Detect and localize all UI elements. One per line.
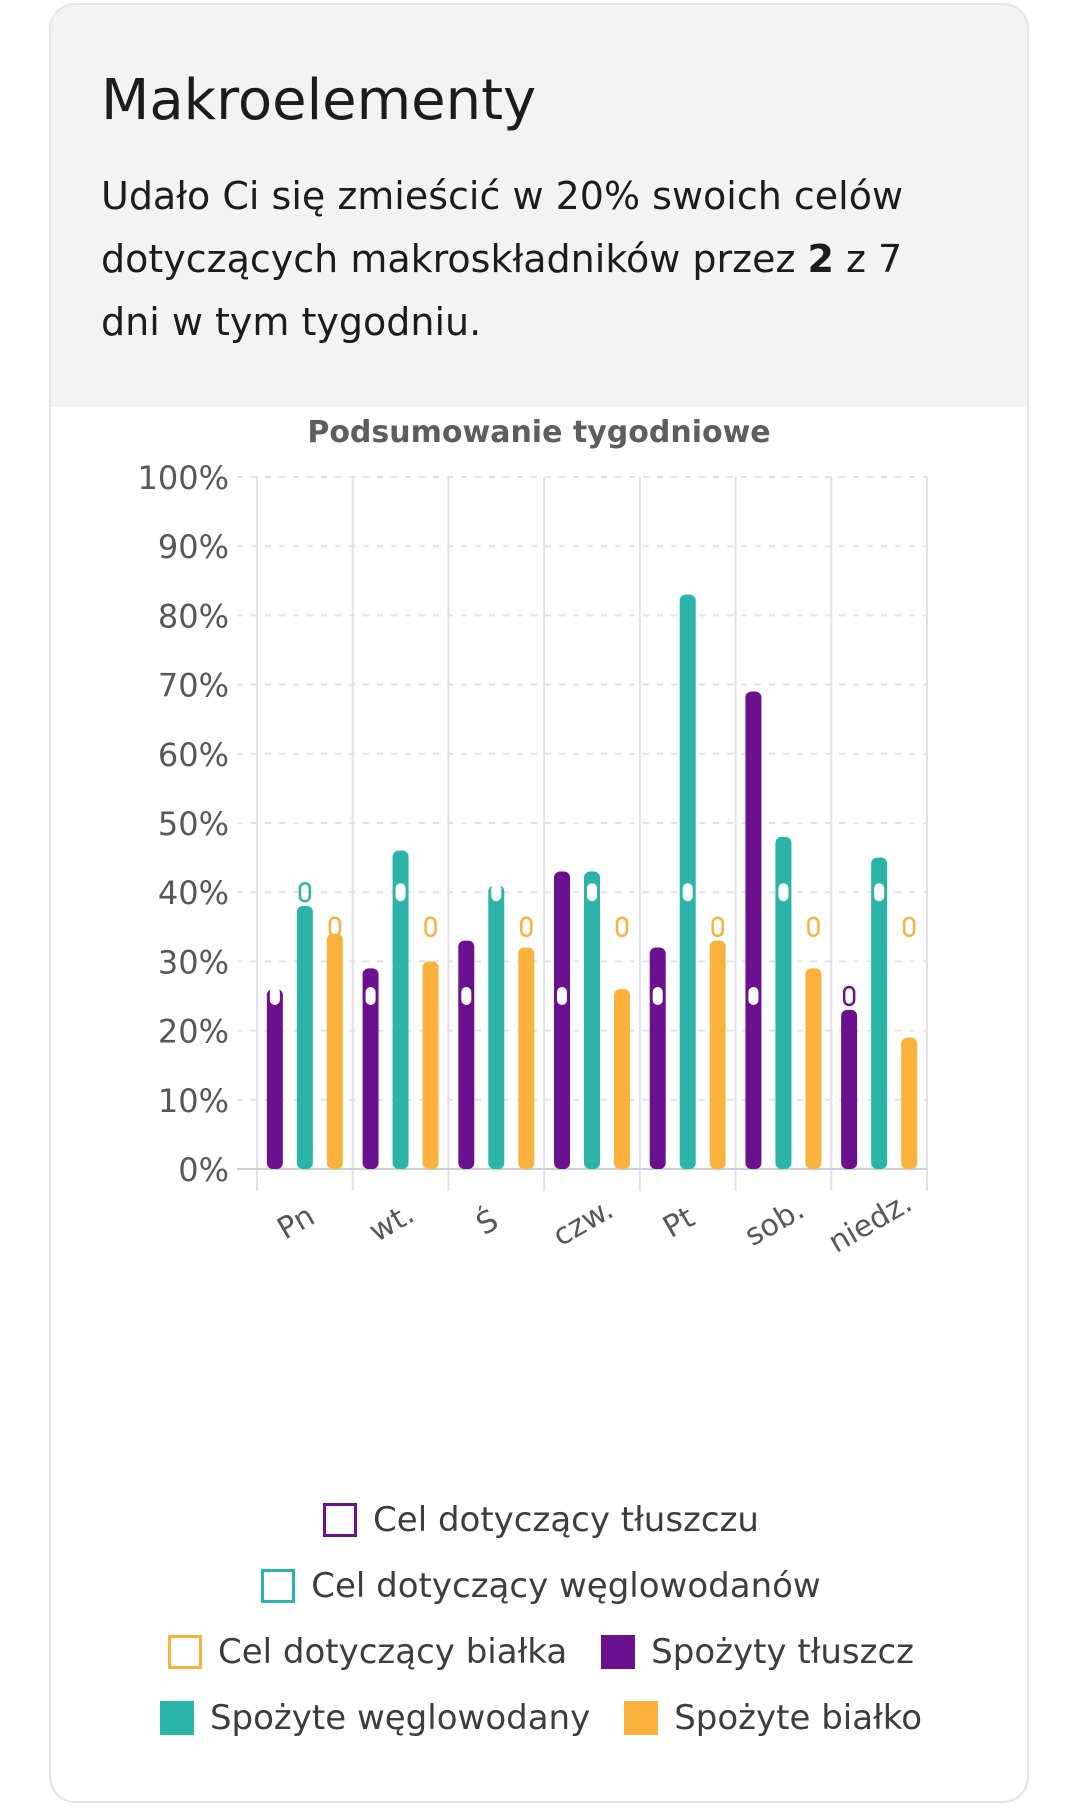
x-tick-label: Pn [272, 1198, 321, 1247]
y-tick-label: 20% [158, 1013, 229, 1051]
legend-label: Cel dotyczący białka [217, 1632, 568, 1672]
bar-protein-2 [518, 947, 535, 1169]
goal-marker-protein-6 [902, 916, 916, 938]
goal-marker-protein-0 [328, 916, 342, 938]
legend-row: Spożyte węglowodany Spożyte białko [51, 1685, 1027, 1751]
bar-fat-1 [362, 968, 379, 1169]
goal-marker-protein-5 [807, 916, 820, 938]
legend-row: Cel dotyczący tłuszczu [51, 1487, 1027, 1553]
bar-carbs-1 [392, 850, 409, 1169]
goal-marker-protein-4 [711, 916, 724, 938]
card-title: Makroelementy [101, 68, 537, 133]
legend-swatch [159, 1701, 194, 1735]
card-header: Makroelementy Udało Ci się zmieścić w 20… [51, 5, 1027, 407]
goal-marker-protein-1 [424, 916, 437, 938]
y-tick-label: 50% [158, 805, 229, 843]
legend-row: Cel dotyczący białka Spożyty tłuszcz [51, 1619, 1027, 1685]
legend-label: Cel dotyczący tłuszczu [373, 1500, 759, 1540]
legend-swatch [323, 1503, 358, 1537]
bar-fat-3 [554, 871, 570, 1169]
bar-carbs-2 [488, 885, 505, 1169]
goal-marker-fat-6 [842, 985, 856, 1007]
summary-text-start: Udało Ci się zmieścić w 20% swoich celów… [101, 174, 904, 281]
bar-fat-2 [458, 940, 475, 1169]
goal-marker-carbs-5 [778, 883, 789, 902]
legend-item-goal-carbs[interactable]: Cel dotyczący węglowodanów [261, 1566, 821, 1606]
legend-swatch [601, 1635, 636, 1669]
legend-label: Spożyty tłuszcz [651, 1632, 915, 1672]
x-tick-label: Ś [470, 1201, 505, 1243]
bar-protein-3 [614, 989, 630, 1169]
goal-marker-carbs-2 [491, 883, 502, 902]
legend-label: Spożyte węglowodany [209, 1698, 591, 1738]
goal-marker-fat-0 [269, 987, 280, 1005]
bar-carbs-6 [871, 857, 888, 1169]
legend-swatch [261, 1569, 296, 1603]
bar-fat-4 [649, 947, 666, 1169]
y-tick-label: 100% [138, 459, 229, 497]
goal-marker-fat-3 [557, 987, 567, 1005]
bar-protein-6 [901, 1037, 918, 1169]
legend-row: Cel dotyczący węglowodanów [51, 1553, 1027, 1619]
summary-text: Udało Ci się zmieścić w 20% swoich celów… [101, 165, 961, 354]
chart-title: Podsumowanie tygodniowe [307, 415, 770, 450]
summary-days-count: 2 [807, 237, 834, 281]
x-tick-label: wt. [363, 1196, 420, 1249]
bar-carbs-0 [296, 906, 313, 1169]
y-tick-label: 30% [158, 943, 229, 981]
y-tick-label: 40% [158, 874, 229, 912]
goal-marker-fat-4 [652, 987, 663, 1005]
bar-fat-5 [745, 691, 762, 1169]
y-tick-label: 0% [178, 1151, 229, 1189]
goal-marker-carbs-0 [298, 881, 312, 903]
macros-card: Makroelementy Udało Ci się zmieścić w 20… [49, 3, 1029, 1803]
goal-marker-carbs-4 [682, 883, 693, 902]
bar-carbs-4 [679, 594, 696, 1169]
legend-swatch [624, 1701, 659, 1735]
y-tick-label: 90% [158, 528, 229, 566]
legend-item-goal-fat[interactable]: Cel dotyczący tłuszczu [323, 1500, 759, 1540]
goal-marker-fat-2 [461, 987, 472, 1005]
legend-label: Spożyte białko [674, 1698, 923, 1738]
bar-protein-0 [326, 933, 343, 1169]
weekly-summary-chart: Podsumowanie tygodniowe 0% 10% 20% 30% 40% 50%… [138, 415, 928, 1260]
bar-protein-4 [709, 940, 726, 1169]
x-tick-label: Pt [657, 1200, 701, 1245]
bar-fat-0 [266, 989, 283, 1169]
legend-item-goal-protein[interactable]: Cel dotyczący białka [167, 1632, 568, 1672]
legend-item-consumed-protein[interactable]: Spożyte białko [624, 1698, 922, 1738]
goal-marker-fat-1 [365, 987, 376, 1005]
goal-marker-carbs-3 [587, 883, 597, 902]
goal-marker-fat-5 [748, 987, 759, 1005]
legend-item-consumed-carbs[interactable]: Spożyte węglowodany [159, 1698, 591, 1738]
goal-marker-protein-2 [520, 916, 533, 938]
bar-protein-5 [805, 968, 822, 1169]
legend-swatch [167, 1635, 202, 1669]
bar-protein-1 [422, 961, 439, 1169]
x-tick-label: sob. [739, 1192, 811, 1254]
bar-fat-6 [841, 1009, 858, 1169]
y-tick-label: 60% [158, 736, 229, 774]
y-tick-label: 10% [158, 1082, 229, 1120]
goal-marker-carbs-6 [874, 883, 885, 902]
summary-text-end: z 7 dni w tym tygodniu. [101, 237, 903, 344]
y-tick-label: 80% [158, 597, 229, 635]
legend-label: Cel dotyczący węglowodanów [311, 1566, 821, 1606]
x-tick-label: niedz. [823, 1185, 919, 1260]
goal-marker-carbs-1 [395, 883, 406, 902]
bar-carbs-3 [584, 871, 600, 1169]
x-tick-label: czw. [547, 1192, 620, 1254]
bar-carbs-5 [775, 836, 792, 1169]
legend-item-consumed-fat[interactable]: Spożyty tłuszcz [601, 1632, 914, 1672]
goal-marker-protein-3 [615, 916, 629, 938]
chart-legend: Cel dotyczący tłuszczu Cel dotyczący węgl… [51, 1487, 1027, 1751]
y-tick-label: 70% [158, 667, 229, 705]
